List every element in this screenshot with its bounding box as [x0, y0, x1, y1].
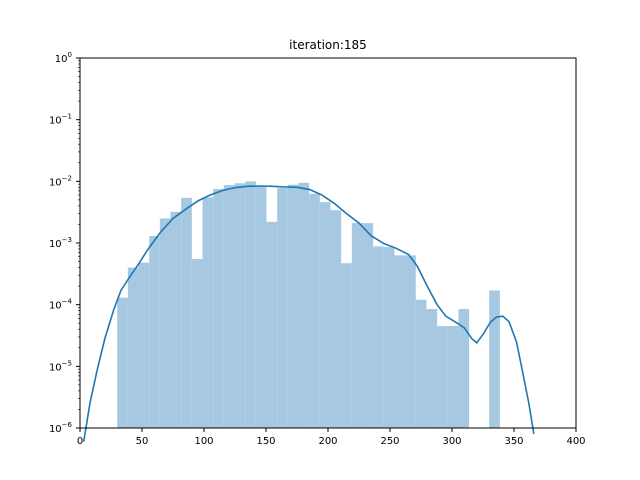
histogram-bar [149, 235, 160, 428]
y-tick-label: 10−5 [49, 359, 72, 373]
histogram-bar [330, 210, 342, 428]
histogram-bar [373, 246, 384, 428]
y-tick-label: 10−3 [49, 236, 72, 250]
histogram-bar [287, 184, 299, 428]
histogram-bar [127, 267, 139, 428]
y-axis: 10−6 10−5 10−4 10−3 10−2 10−1 100 [49, 51, 80, 435]
histogram-bar [383, 247, 395, 428]
histogram-bar [117, 297, 128, 428]
histogram-bar [181, 197, 192, 428]
histogram-bar [309, 193, 320, 428]
histogram-bar [447, 326, 459, 428]
histogram-bar [266, 221, 278, 428]
histogram-bar [394, 255, 406, 428]
x-tick-label: 0 [77, 436, 83, 447]
x-tick-label: 100 [194, 436, 213, 447]
histogram-bar [426, 309, 438, 428]
y-tick-label: 10−6 [49, 421, 73, 435]
histogram-bar [245, 181, 256, 428]
histogram-bar [415, 299, 427, 428]
chart-title: iteration:185 [289, 38, 367, 52]
y-tick-label: 10−4 [49, 298, 73, 312]
histogram-bar [405, 255, 416, 428]
x-tick-label: 50 [136, 436, 149, 447]
histogram-bar [138, 262, 150, 428]
histogram-bar [298, 182, 310, 428]
histogram-bar [170, 211, 182, 428]
x-tick-label: 400 [566, 436, 585, 447]
histogram-bar [191, 259, 203, 428]
histogram-bar [202, 197, 214, 428]
histogram-bar [319, 202, 331, 428]
kde-curve [82, 185, 535, 442]
x-tick-label: 200 [318, 436, 337, 447]
histogram-bar [223, 185, 235, 428]
x-tick-label: 350 [504, 436, 523, 447]
histogram-bar [489, 290, 500, 428]
y-tick-label: 10−2 [49, 174, 72, 188]
histogram-bar [234, 183, 246, 428]
histogram-bar [341, 263, 352, 428]
x-tick-label: 250 [380, 436, 399, 447]
x-tick-label: 150 [256, 436, 275, 447]
x-axis: 0 50 100 150 200 250 300 350 400 [77, 428, 586, 447]
histogram-bar [213, 189, 224, 428]
histogram-bar [437, 326, 448, 428]
histogram-bar [159, 218, 171, 428]
histogram-bar [458, 309, 470, 428]
histogram-bar [362, 223, 374, 428]
y-tick-label: 100 [55, 51, 72, 65]
x-tick-label: 300 [442, 436, 461, 447]
y-tick-label: 10−1 [49, 113, 72, 127]
histogram-bar [255, 186, 267, 428]
histogram-bar [351, 223, 363, 428]
histogram-bar [277, 187, 288, 428]
